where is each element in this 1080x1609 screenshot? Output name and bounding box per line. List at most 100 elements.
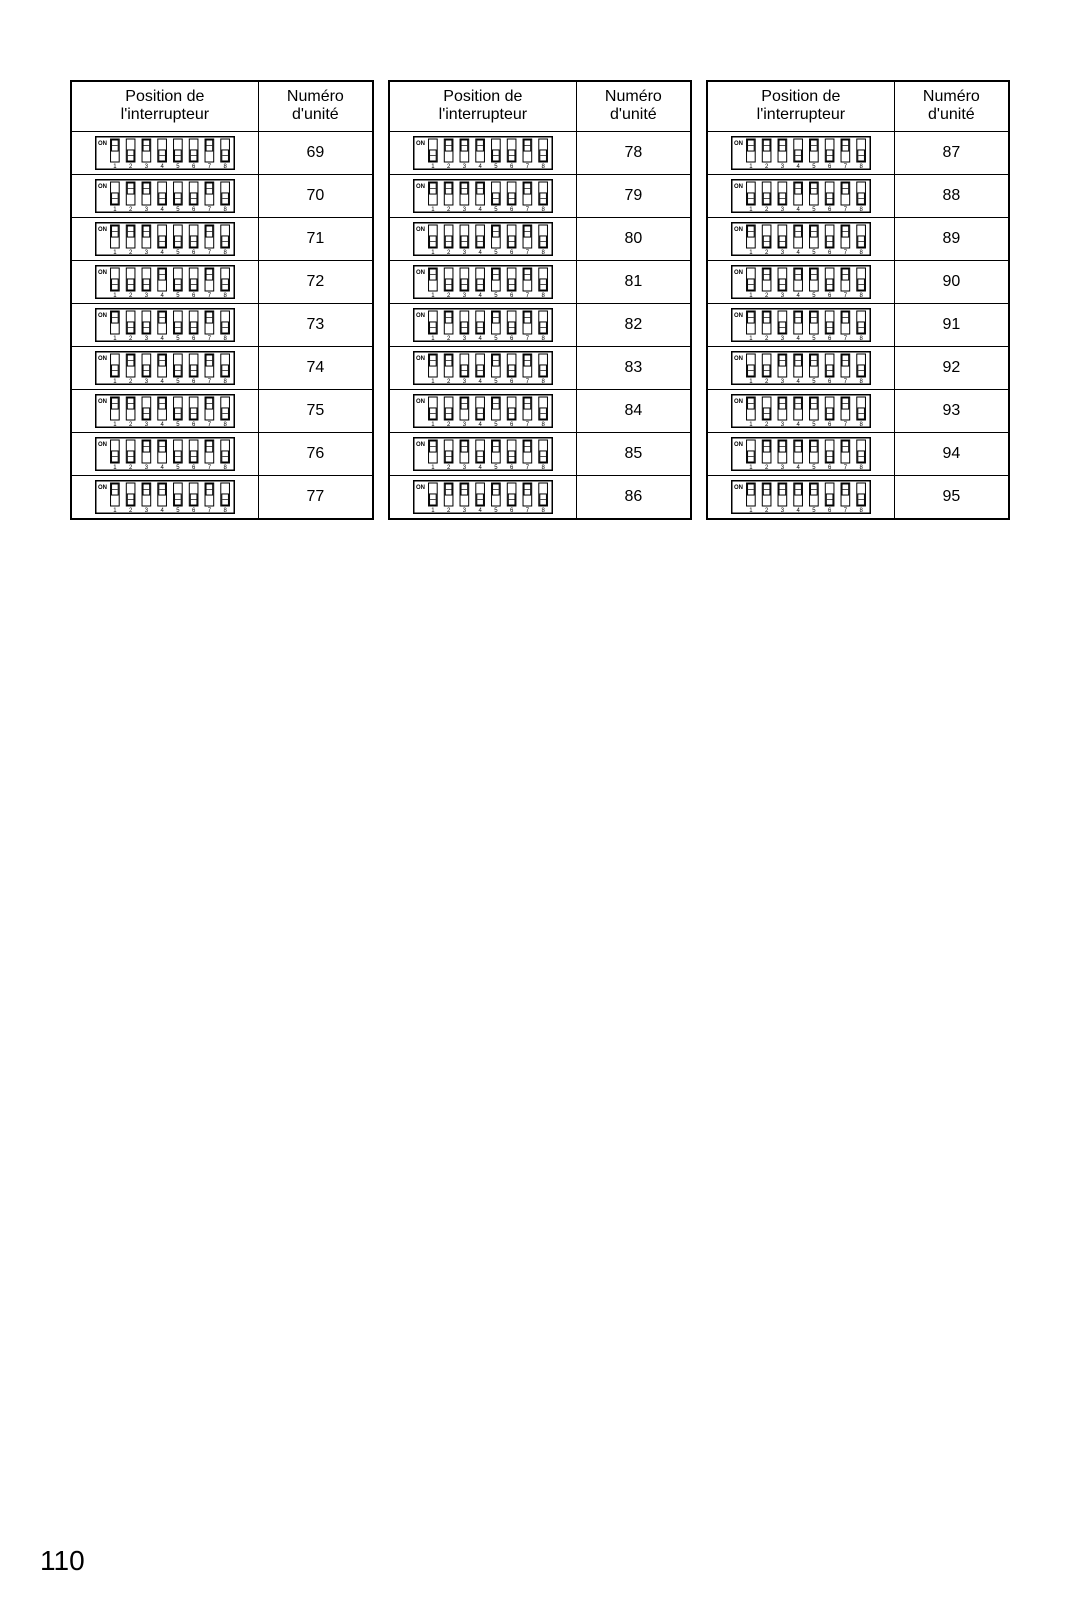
unit-number-cell: 69 <box>258 131 373 174</box>
unit-number-cell: 81 <box>576 260 691 303</box>
dip-switch-icon: ON12345678 <box>413 179 553 213</box>
unit-number-cell: 79 <box>576 174 691 217</box>
table-row: ON1234567874 <box>71 346 373 389</box>
dip-switch-cell: ON12345678 <box>71 131 258 174</box>
page-number: 110 <box>40 1545 85 1577</box>
svg-text:ON: ON <box>734 141 743 147</box>
unit-number-cell: 74 <box>258 346 373 389</box>
dip-table-column: Position del'interrupteurNumérod'unitéON… <box>70 80 374 520</box>
table-row: ON1234567895 <box>707 475 1009 519</box>
dip-switch-cell: ON12345678 <box>389 260 576 303</box>
unit-number-cell: 92 <box>894 346 1009 389</box>
svg-text:ON: ON <box>416 442 425 448</box>
dip-switch-cell: ON12345678 <box>389 389 576 432</box>
table-row: ON1234567872 <box>71 260 373 303</box>
svg-text:ON: ON <box>98 270 107 276</box>
unit-number-cell: 84 <box>576 389 691 432</box>
dip-switch-icon: ON12345678 <box>95 265 235 299</box>
table-row: ON12345678 82 <box>389 303 691 346</box>
unit-number-cell: 88 <box>894 174 1009 217</box>
dip-switch-cell: ON12345678 <box>707 475 894 519</box>
unit-number-cell: 87 <box>894 131 1009 174</box>
dip-switch-icon: ON12345678 <box>95 394 235 428</box>
dip-switch-icon: ON12345678 <box>413 480 553 514</box>
table-row: ON1234567892 <box>707 346 1009 389</box>
dip-table-column: Position del'interrupteurNumérod'unitéON… <box>388 80 692 520</box>
dip-table-column: Position del'interrupteurNumérod'unité ON… <box>706 80 1010 520</box>
dip-switch-icon: ON12345678 <box>95 437 235 471</box>
dip-switch-icon: ON12345678 <box>413 265 553 299</box>
dip-switch-cell: ON12345678 <box>389 475 576 519</box>
dip-switch-icon: ON12345678 <box>731 179 871 213</box>
svg-text:ON: ON <box>416 141 425 147</box>
dip-switch-icon: ON12345678 <box>413 222 553 256</box>
unit-number-cell: 94 <box>894 432 1009 475</box>
dip-switch-icon: ON12345678 <box>413 136 553 170</box>
table-row: ON1234567885 <box>389 432 691 475</box>
svg-text:ON: ON <box>734 399 743 405</box>
dip-switch-icon: ON12345678 <box>413 308 553 342</box>
unit-number-cell: 82 <box>576 303 691 346</box>
dip-switch-cell: ON12345678 <box>71 389 258 432</box>
svg-text:ON: ON <box>734 313 743 319</box>
dip-switch-cell: ON12345678 <box>71 475 258 519</box>
header-unit-number: Numérod'unité <box>894 81 1009 131</box>
table-row: ON12345678 77 <box>71 475 373 519</box>
table-row: ON1234567894 <box>707 432 1009 475</box>
svg-text:ON: ON <box>734 227 743 233</box>
table-row: ON1234567889 <box>707 217 1009 260</box>
header-position: Position del'interrupteur <box>389 81 576 131</box>
dip-switch-icon: ON12345678 <box>731 136 871 170</box>
svg-text:ON: ON <box>734 356 743 362</box>
table-row: ON1234567890 <box>707 260 1009 303</box>
unit-number-cell: 91 <box>894 303 1009 346</box>
table-row: ON12345678 88 <box>707 174 1009 217</box>
table-row: ON12345678 75 <box>71 389 373 432</box>
table-row: ON12345678 69 <box>71 131 373 174</box>
svg-text:ON: ON <box>98 442 107 448</box>
svg-text:ON: ON <box>416 184 425 190</box>
dip-switch-cell: ON12345678 <box>71 432 258 475</box>
dip-switch-icon: ON12345678 <box>95 136 235 170</box>
dip-switch-cell: ON12345678 <box>707 131 894 174</box>
header-unit-number: Numérod'unité <box>258 81 373 131</box>
dip-switch-cell: ON12345678 <box>71 346 258 389</box>
svg-text:ON: ON <box>416 313 425 319</box>
svg-text:ON: ON <box>416 227 425 233</box>
dip-switch-icon: ON12345678 <box>413 351 553 385</box>
dip-switch-cell: ON12345678 <box>389 217 576 260</box>
unit-number-cell: 78 <box>576 131 691 174</box>
dip-switch-icon: ON12345678 <box>731 265 871 299</box>
dip-switch-cell: ON12345678 <box>707 346 894 389</box>
dip-switch-icon: ON12345678 <box>413 437 553 471</box>
unit-number-cell: 76 <box>258 432 373 475</box>
unit-number-cell: 77 <box>258 475 373 519</box>
svg-text:ON: ON <box>98 227 107 233</box>
table-row: ON12345678 76 <box>71 432 373 475</box>
table-row: ON1234567884 <box>389 389 691 432</box>
header-position: Position del'interrupteur <box>71 81 258 131</box>
dip-switch-icon: ON12345678 <box>731 222 871 256</box>
dip-switch-tables: Position del'interrupteurNumérod'unitéON… <box>70 80 1010 520</box>
svg-text:ON: ON <box>98 184 107 190</box>
table-row: ON12345678 91 <box>707 303 1009 346</box>
table-row: ON1234567870 <box>71 174 373 217</box>
unit-number-cell: 71 <box>258 217 373 260</box>
unit-number-cell: 75 <box>258 389 373 432</box>
dip-switch-icon: ON12345678 <box>731 308 871 342</box>
table-row: ON1234567873 <box>71 303 373 346</box>
dip-switch-cell: ON12345678 <box>71 217 258 260</box>
dip-switch-cell: ON12345678 <box>389 303 576 346</box>
dip-switch-icon: ON12345678 <box>95 480 235 514</box>
table-row: ON12345678 80 <box>389 217 691 260</box>
unit-number-cell: 93 <box>894 389 1009 432</box>
svg-text:ON: ON <box>734 270 743 276</box>
dip-switch-cell: ON12345678 <box>707 432 894 475</box>
header-position: Position del'interrupteur <box>707 81 894 131</box>
unit-number-cell: 80 <box>576 217 691 260</box>
dip-switch-cell: ON12345678 <box>71 303 258 346</box>
dip-switch-cell: ON12345678 <box>707 260 894 303</box>
svg-text:ON: ON <box>416 356 425 362</box>
table-row: ON1234567871 <box>71 217 373 260</box>
dip-switch-cell: ON12345678 <box>707 217 894 260</box>
